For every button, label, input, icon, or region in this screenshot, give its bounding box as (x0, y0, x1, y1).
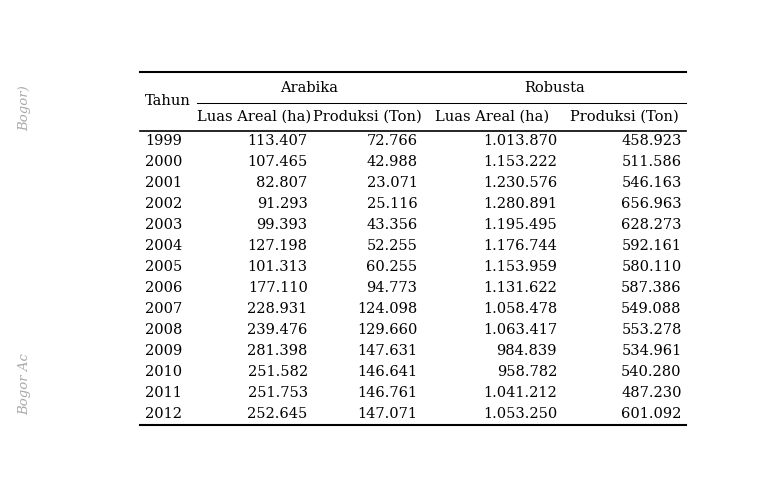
Text: 592.161: 592.161 (622, 239, 682, 253)
Text: 487.230: 487.230 (621, 386, 682, 400)
Text: Produksi (Ton): Produksi (Ton) (570, 110, 679, 124)
Text: 2011: 2011 (145, 386, 182, 400)
Text: 147.071: 147.071 (358, 407, 417, 421)
Text: 91.293: 91.293 (257, 197, 308, 211)
Text: 1999: 1999 (145, 134, 182, 148)
Text: 656.963: 656.963 (621, 197, 682, 211)
Text: 101.313: 101.313 (247, 260, 308, 274)
Text: 82.807: 82.807 (257, 176, 308, 190)
Text: 1.063.417: 1.063.417 (483, 323, 557, 337)
Text: 546.163: 546.163 (621, 176, 682, 190)
Text: 587.386: 587.386 (621, 281, 682, 295)
Text: 177.110: 177.110 (248, 281, 308, 295)
Text: 1.013.870: 1.013.870 (483, 134, 557, 148)
Text: 2004: 2004 (145, 239, 182, 253)
Text: 228.931: 228.931 (247, 302, 308, 316)
Text: 251.753: 251.753 (247, 386, 308, 400)
Text: Luas Areal (ha): Luas Areal (ha) (198, 110, 312, 124)
Text: 146.761: 146.761 (358, 386, 417, 400)
Text: 2001: 2001 (145, 176, 182, 190)
Text: 958.782: 958.782 (496, 365, 557, 379)
Text: 146.641: 146.641 (358, 365, 417, 379)
Text: 1.230.576: 1.230.576 (483, 176, 557, 190)
Text: 458.923: 458.923 (621, 134, 682, 148)
Text: 147.631: 147.631 (358, 344, 417, 358)
Text: 984.839: 984.839 (496, 344, 557, 358)
Text: 1.041.212: 1.041.212 (483, 386, 557, 400)
Text: 2012: 2012 (145, 407, 182, 421)
Text: 553.278: 553.278 (621, 323, 682, 337)
Text: Arabika: Arabika (280, 81, 339, 95)
Text: 25.116: 25.116 (367, 197, 417, 211)
Text: 628.273: 628.273 (621, 218, 682, 232)
Text: 23.071: 23.071 (366, 176, 417, 190)
Text: 2010: 2010 (145, 365, 182, 379)
Text: Tahun: Tahun (145, 94, 191, 108)
Text: 60.255: 60.255 (366, 260, 417, 274)
Text: 94.773: 94.773 (366, 281, 417, 295)
Text: 239.476: 239.476 (247, 323, 308, 337)
Text: Luas Areal (ha): Luas Areal (ha) (435, 110, 549, 124)
Text: 2005: 2005 (145, 260, 182, 274)
Text: Robusta: Robusta (524, 81, 584, 95)
Text: 2002: 2002 (145, 197, 182, 211)
Text: 549.088: 549.088 (621, 302, 682, 316)
Text: 281.398: 281.398 (247, 344, 308, 358)
Text: 1.176.744: 1.176.744 (483, 239, 557, 253)
Text: 1.280.891: 1.280.891 (483, 197, 557, 211)
Text: 113.407: 113.407 (247, 134, 308, 148)
Text: 1.153.222: 1.153.222 (483, 155, 557, 169)
Text: 1.131.622: 1.131.622 (483, 281, 557, 295)
Text: Bogor): Bogor) (18, 86, 31, 131)
Text: Produksi (Ton): Produksi (Ton) (313, 110, 422, 124)
Text: 2006: 2006 (145, 281, 182, 295)
Text: 1.153.959: 1.153.959 (483, 260, 557, 274)
Text: 601.092: 601.092 (621, 407, 682, 421)
Text: 2003: 2003 (145, 218, 182, 232)
Text: 252.645: 252.645 (247, 407, 308, 421)
Text: 580.110: 580.110 (621, 260, 682, 274)
Text: 1.195.495: 1.195.495 (483, 218, 557, 232)
Text: 511.586: 511.586 (621, 155, 682, 169)
Text: 42.988: 42.988 (366, 155, 417, 169)
Text: 1.058.478: 1.058.478 (483, 302, 557, 316)
Text: Bogor Ac: Bogor Ac (18, 353, 31, 415)
Text: 251.582: 251.582 (247, 365, 308, 379)
Text: 2007: 2007 (145, 302, 182, 316)
Text: 1.053.250: 1.053.250 (483, 407, 557, 421)
Text: 127.198: 127.198 (247, 239, 308, 253)
Text: 43.356: 43.356 (366, 218, 417, 232)
Text: 534.961: 534.961 (621, 344, 682, 358)
Text: 2000: 2000 (145, 155, 182, 169)
Text: 107.465: 107.465 (247, 155, 308, 169)
Text: 99.393: 99.393 (257, 218, 308, 232)
Text: 52.255: 52.255 (367, 239, 417, 253)
Text: 129.660: 129.660 (357, 323, 417, 337)
Text: 72.766: 72.766 (366, 134, 417, 148)
Text: 540.280: 540.280 (621, 365, 682, 379)
Text: 124.098: 124.098 (357, 302, 417, 316)
Text: 2009: 2009 (145, 344, 182, 358)
Text: 2008: 2008 (145, 323, 182, 337)
